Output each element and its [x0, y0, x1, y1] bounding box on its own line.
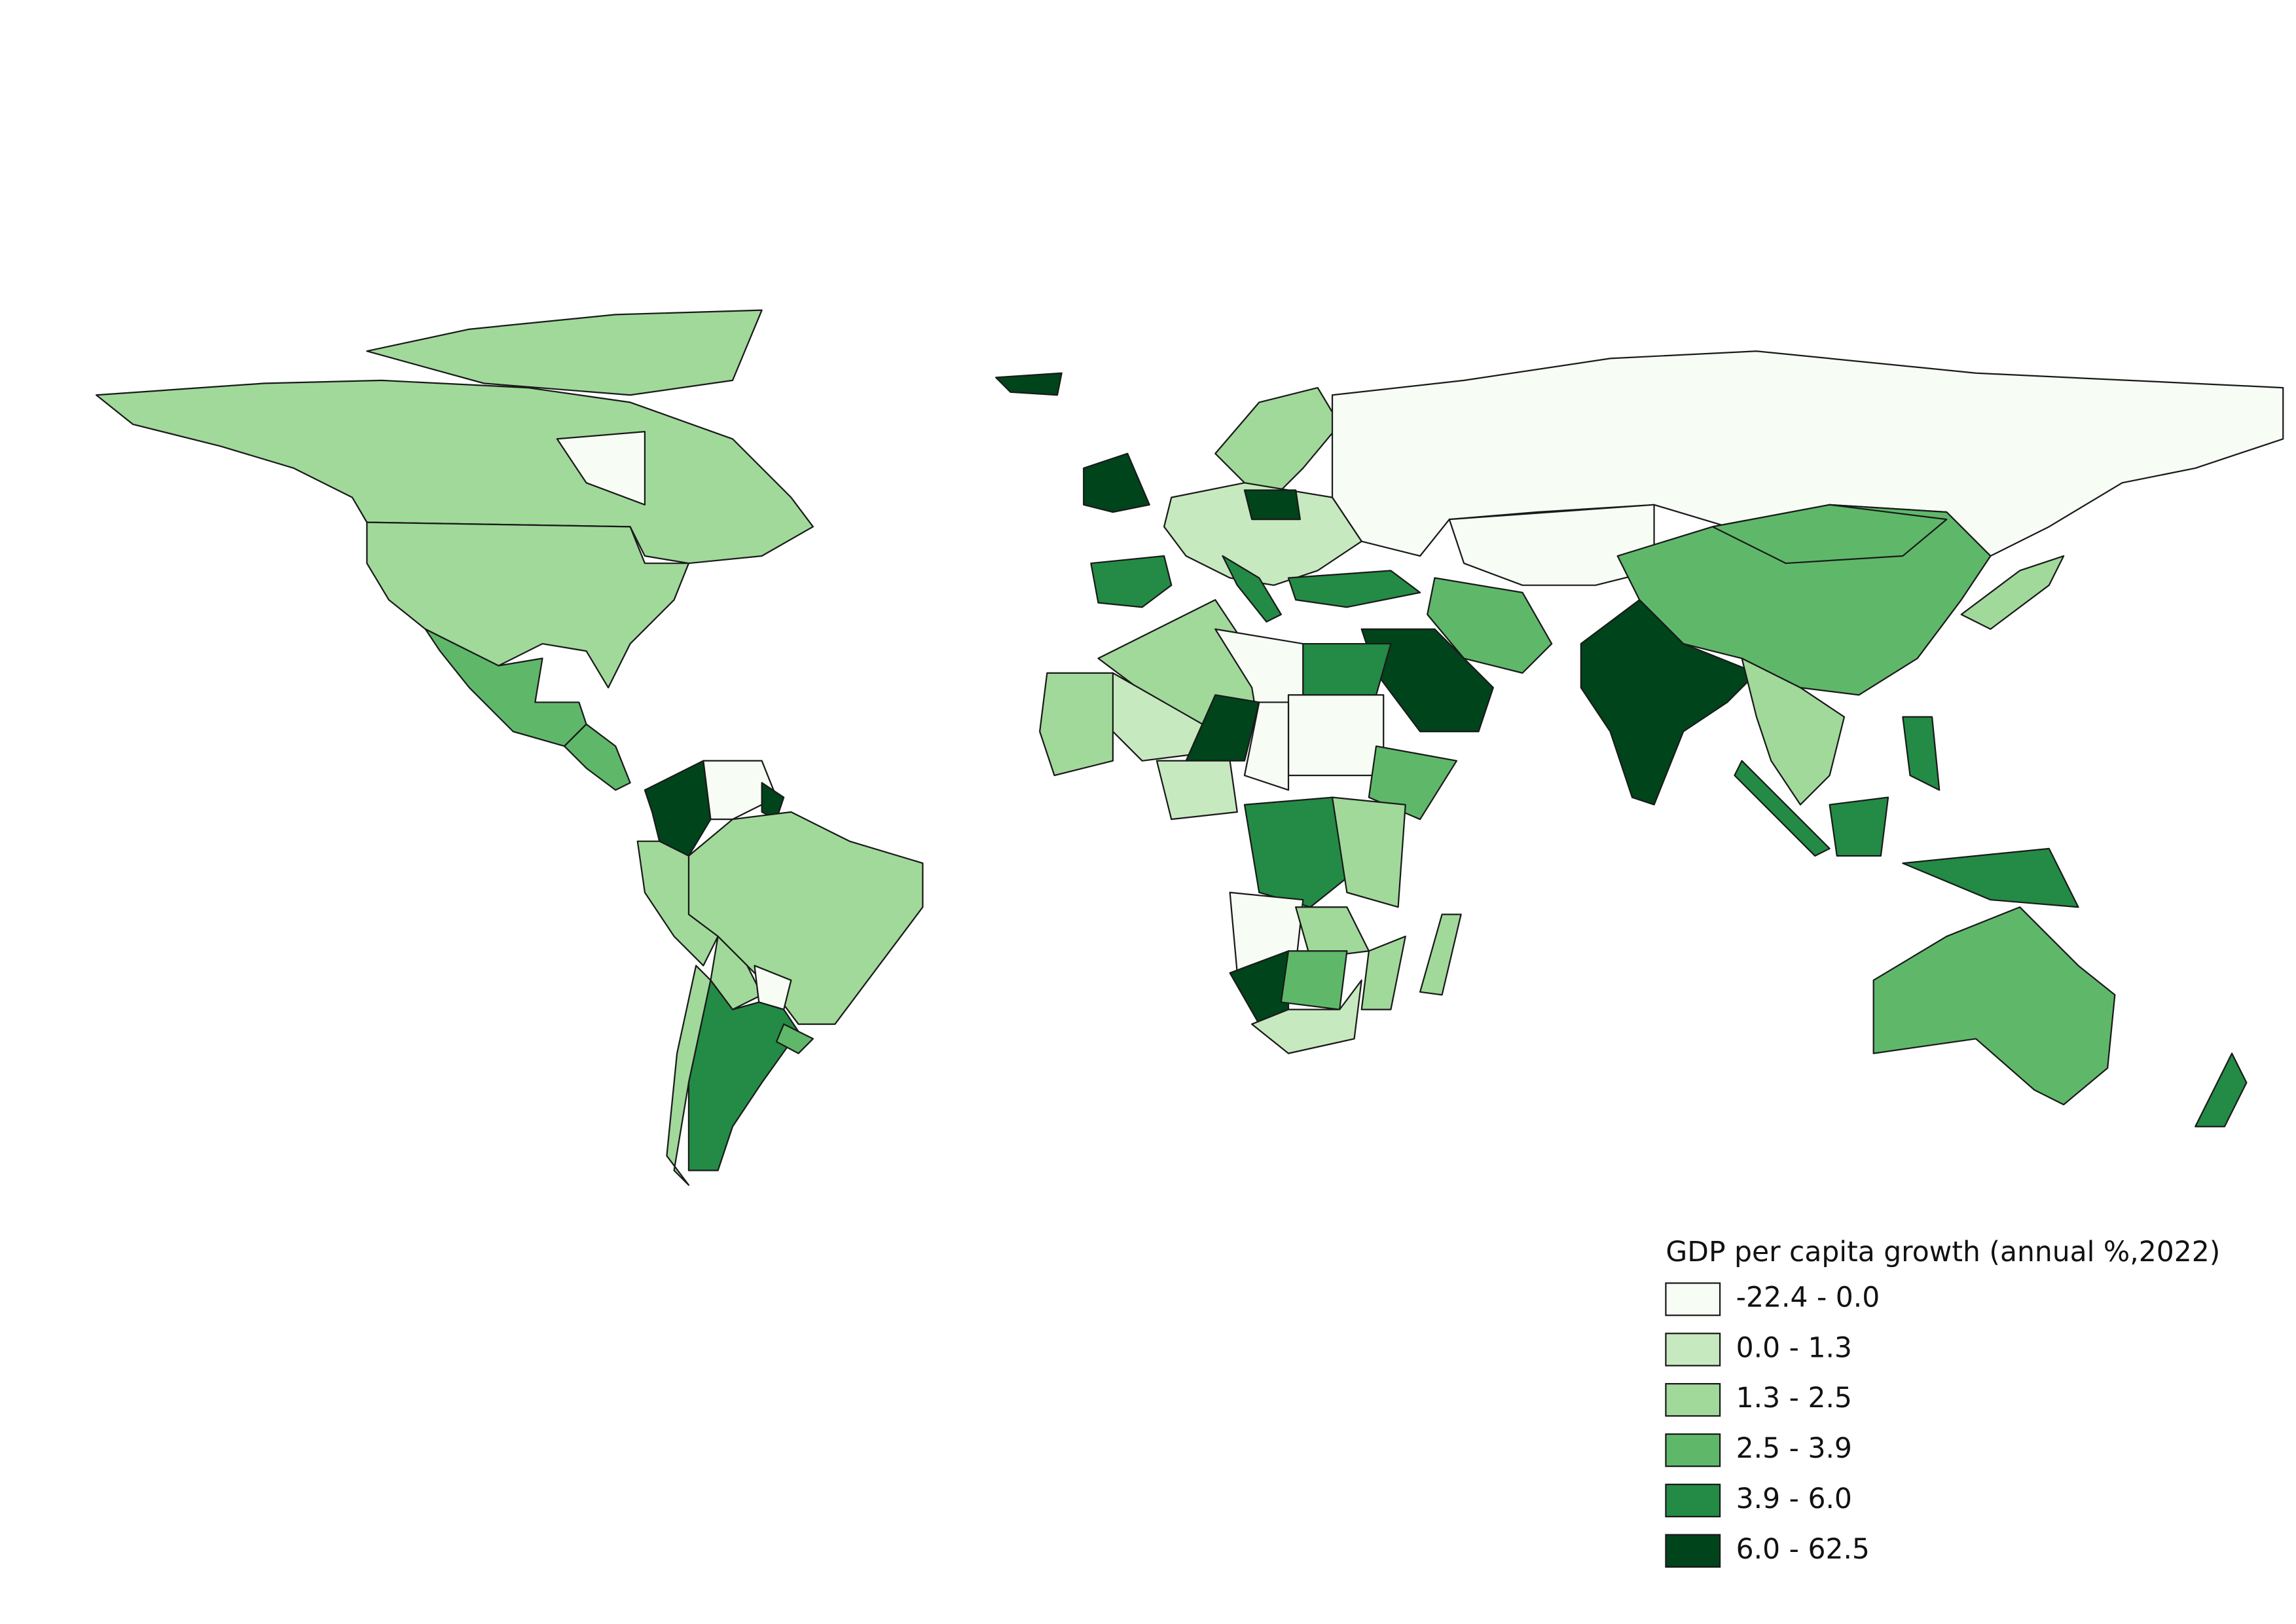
country — [556, 430, 646, 506]
country — [995, 372, 1063, 396]
country — [1243, 701, 1290, 791]
country — [1368, 745, 1458, 821]
countries — [95, 309, 2284, 1186]
country — [1427, 577, 1553, 674]
legend-label: 3.9 - 6.0 — [1736, 1483, 1852, 1515]
country — [1243, 796, 1348, 908]
legend: GDP per capita growth (annual %,2022) -2… — [1665, 1236, 2220, 1568]
legend-swatch — [1665, 1383, 1721, 1417]
legend-label: 1.3 - 2.5 — [1736, 1382, 1852, 1414]
country — [1090, 555, 1173, 608]
country — [1902, 716, 1941, 791]
country — [1251, 979, 1362, 1054]
country — [1711, 504, 1948, 564]
country — [1872, 906, 2116, 1105]
country — [366, 521, 690, 689]
country — [1185, 694, 1260, 762]
country — [1419, 913, 1462, 996]
country — [1580, 599, 1758, 805]
country — [1902, 847, 2079, 908]
legend-swatch — [1665, 1483, 1721, 1518]
country — [1280, 950, 1348, 1010]
legend-label: 0.0 - 1.3 — [1736, 1332, 1852, 1364]
country — [1741, 657, 1846, 805]
country — [1734, 760, 1831, 857]
country — [95, 379, 814, 564]
country — [1243, 489, 1301, 521]
country — [702, 760, 778, 821]
legend-swatch — [1665, 1534, 1721, 1568]
country — [366, 309, 763, 396]
legend-swatch — [1665, 1282, 1721, 1316]
country — [1287, 694, 1385, 777]
country — [687, 979, 799, 1172]
country — [2195, 1052, 2248, 1128]
country — [710, 935, 763, 1010]
country — [1448, 504, 1655, 586]
country — [1083, 452, 1150, 513]
country — [1829, 796, 1889, 857]
country — [1302, 642, 1392, 696]
country — [1360, 935, 1406, 1010]
country — [1039, 672, 1114, 777]
legend-swatch — [1665, 1433, 1721, 1467]
legend-swatch — [1665, 1333, 1721, 1367]
country — [1156, 760, 1238, 821]
country — [1222, 555, 1282, 623]
country — [563, 723, 631, 791]
legend-label: 6.0 - 62.5 — [1736, 1534, 1870, 1566]
legend-label: -22.4 - 0.0 — [1736, 1282, 1880, 1314]
country — [775, 1023, 814, 1054]
legend-title: GDP per capita growth (annual %,2022) — [1666, 1236, 2220, 1268]
country — [1287, 570, 1421, 608]
legend-label: 2.5 - 3.9 — [1736, 1433, 1852, 1465]
country — [1331, 796, 1406, 908]
country — [1960, 555, 2065, 630]
